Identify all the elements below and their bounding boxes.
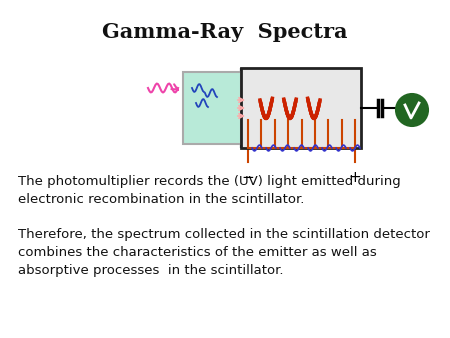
Text: −: − bbox=[242, 170, 254, 185]
Bar bbox=[241, 68, 361, 148]
Bar bbox=[183, 72, 241, 144]
Circle shape bbox=[396, 94, 428, 126]
Text: Therefore, the spectrum collected in the scintillation detector
combines the cha: Therefore, the spectrum collected in the… bbox=[18, 228, 430, 277]
Text: The photomultiplier records the (UV) light emitted during
electronic recombinati: The photomultiplier records the (UV) lig… bbox=[18, 175, 401, 206]
Text: +: + bbox=[349, 170, 361, 185]
Text: Gamma-Ray  Spectra: Gamma-Ray Spectra bbox=[102, 22, 348, 42]
